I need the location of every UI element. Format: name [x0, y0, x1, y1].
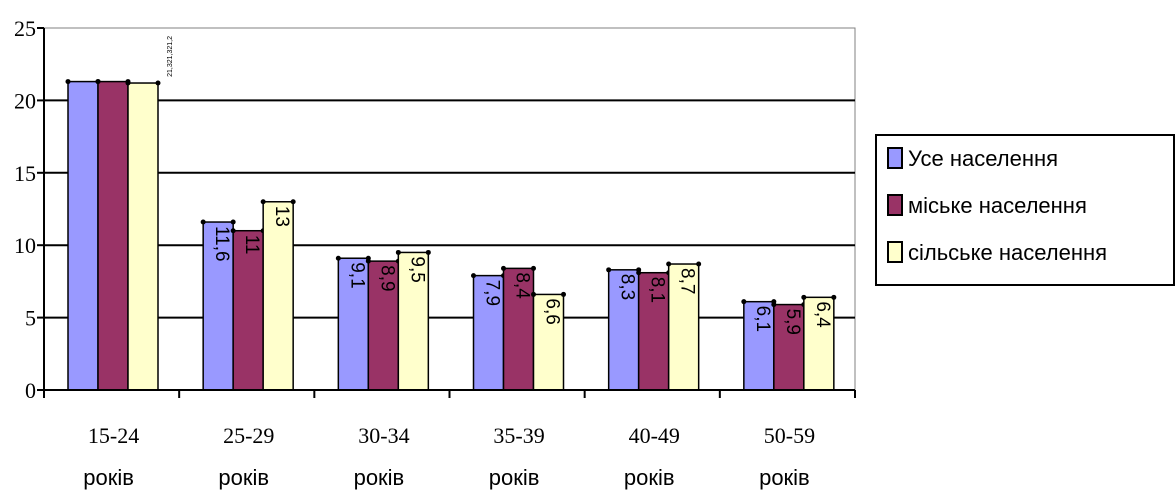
bar-1-1	[67, 80, 99, 391]
category-label-line2: років	[489, 465, 540, 490]
data-label: 5,9	[782, 309, 803, 335]
data-label: 6,1	[752, 306, 773, 332]
bar-marker	[230, 219, 236, 225]
category-label-line2: років	[354, 465, 405, 490]
data-label: 8,4	[512, 272, 533, 299]
y-tick-label: 0	[25, 378, 36, 403]
bar-2-3	[367, 260, 400, 391]
y-tick-label: 25	[14, 16, 36, 41]
bar-2-6	[773, 303, 805, 391]
category-label-line1: 40-49	[629, 423, 680, 448]
category-label-line2: років	[83, 465, 134, 490]
bar-marker	[335, 255, 341, 261]
bar-1-2	[202, 221, 234, 391]
legend-swatch	[887, 147, 903, 169]
bar-1-3	[337, 257, 370, 391]
bar-marker	[95, 79, 101, 85]
data-label: 8,7	[677, 268, 698, 294]
data-label: 9,1	[346, 262, 367, 288]
plot-area	[43, 27, 856, 391]
data-label: 7,9	[482, 280, 503, 306]
legend-swatch	[887, 194, 903, 216]
bar-marker	[501, 265, 506, 271]
category-label-line2: років	[624, 465, 675, 490]
data-label: 8,9	[376, 265, 397, 291]
legend-box	[875, 134, 1175, 286]
category-label-line1: 30-34	[358, 423, 409, 448]
bar-marker	[831, 294, 837, 300]
data-label-group1: 21,321,321,2	[167, 36, 174, 77]
data-label: 13	[271, 206, 292, 227]
data-label: 11	[241, 235, 262, 255]
bar-marker	[125, 80, 131, 86]
y-tick-label: 5	[25, 306, 36, 331]
bar-2-4	[502, 267, 535, 391]
bar-2-2	[232, 229, 264, 391]
bar-marker	[260, 199, 266, 205]
bar-marker	[395, 249, 401, 255]
data-label: 8,3	[617, 274, 638, 300]
bar-marker	[771, 302, 777, 308]
bar-1-4	[472, 274, 505, 391]
legend-label: міське населення	[908, 193, 1087, 218]
bar-marker	[636, 270, 642, 276]
data-label: 6,6	[542, 298, 563, 324]
legend-label: Усе населення	[908, 146, 1058, 171]
bar-3-1	[127, 82, 159, 391]
category-label-line2: років	[218, 465, 269, 490]
category-label-line1: 50-59	[764, 423, 815, 448]
y-tick-label: 15	[14, 161, 36, 186]
axes: 0 5 10 15 20 25 15-24 років 25-29 років 30-34 років…	[14, 16, 856, 490]
bar-marker	[365, 258, 371, 264]
category-label-line2: років	[759, 465, 810, 490]
bar-3-6	[803, 296, 835, 391]
bar-marker	[155, 80, 161, 86]
data-labels: 11,6 11 13 9,1 8,9 9,5 7,9 8,4 6,6 8,3 8,1 8,7 6,1 5,…	[167, 36, 833, 335]
legend: Усе населення міське населення сільське на…	[875, 134, 1175, 286]
gridlines	[43, 27, 856, 391]
data-label: 9,5	[406, 256, 427, 282]
bar-marker	[531, 291, 536, 297]
legend-swatch	[887, 241, 903, 263]
data-label: 6,4	[812, 301, 833, 328]
data-label: 11,6	[211, 226, 232, 262]
bar-marker	[606, 267, 612, 273]
y-tick-label: 10	[14, 233, 36, 258]
bar-marker	[696, 261, 702, 267]
bar-2-1	[97, 80, 129, 391]
legend-label: сільське населення	[908, 240, 1107, 265]
bar-marker	[425, 249, 431, 255]
bar-marker	[531, 265, 536, 271]
bar-marker	[65, 79, 71, 85]
y-tick-label: 20	[14, 88, 36, 113]
data-label: 8,1	[647, 277, 668, 303]
bar-marker	[801, 294, 807, 300]
bar-marker	[200, 219, 206, 225]
bar-3-3	[397, 251, 430, 391]
bar-marker	[561, 291, 566, 297]
bar-marker	[471, 273, 476, 279]
bar-marker	[741, 299, 747, 305]
bar-marker	[666, 261, 672, 267]
category-label-line1: 15-24	[88, 423, 139, 448]
bar-marker	[230, 228, 236, 234]
bar-3-2	[262, 201, 294, 391]
bar-3-5	[667, 263, 700, 391]
bars-group	[65, 79, 837, 391]
category-label-line1: 35-39	[493, 423, 544, 448]
category-label-line1: 25-29	[223, 423, 274, 448]
bar-marker	[290, 199, 296, 205]
